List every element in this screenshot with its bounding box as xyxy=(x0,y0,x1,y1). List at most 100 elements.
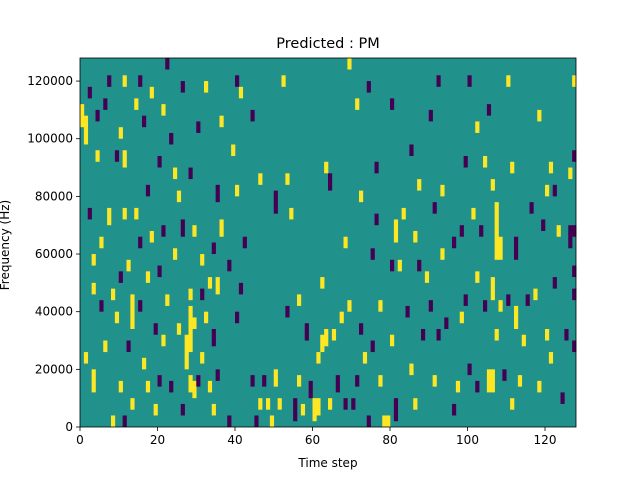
heatmap-cell xyxy=(486,369,492,393)
heatmap-cell xyxy=(157,156,162,168)
heatmap-cell xyxy=(436,328,441,341)
heatmap-cell xyxy=(145,380,151,393)
heatmap-cell xyxy=(297,375,302,387)
heatmap-cell xyxy=(440,248,445,260)
heatmap-cell xyxy=(479,225,484,237)
heatmap-cell xyxy=(200,288,205,301)
heatmap-cell xyxy=(409,144,414,157)
y-tick-label: 80000 xyxy=(35,189,73,203)
heatmap-cell xyxy=(502,369,507,381)
heatmap-cell xyxy=(153,323,158,335)
heatmap-cell xyxy=(250,375,255,387)
heatmap-cell xyxy=(180,403,185,416)
heatmap-cell xyxy=(514,236,519,260)
heatmap-cell xyxy=(192,225,197,237)
heatmap-cell xyxy=(204,81,209,93)
x-tick-label: 40 xyxy=(227,433,242,447)
heatmap-cell xyxy=(471,207,476,220)
heatmap-cell xyxy=(498,300,503,312)
heatmap-cell xyxy=(215,277,220,295)
heatmap-cell xyxy=(417,179,422,191)
heatmap-cell xyxy=(413,398,418,410)
heatmap-cell xyxy=(475,121,480,133)
heatmap-cell xyxy=(161,334,166,347)
heatmap-cell xyxy=(130,294,135,329)
heatmap-cell xyxy=(238,86,244,99)
heatmap-cell xyxy=(235,75,240,87)
x-tick-label: 60 xyxy=(305,433,320,447)
heatmap-cell xyxy=(118,380,123,393)
heatmap-cell xyxy=(238,282,244,295)
heatmap-cell xyxy=(161,225,166,237)
heatmap-cell xyxy=(157,375,162,387)
heatmap-cell xyxy=(362,352,368,364)
heatmap-cell xyxy=(335,375,340,393)
heatmap-cell xyxy=(83,115,89,145)
heatmap-cell xyxy=(390,259,395,272)
heatmap-cell xyxy=(169,380,174,393)
heatmap-cell xyxy=(537,109,542,122)
heatmap-cell xyxy=(568,167,573,180)
heatmap-cell xyxy=(153,403,158,416)
heatmap-cell xyxy=(324,328,329,347)
heatmap-cell xyxy=(401,207,406,220)
heatmap-cell xyxy=(421,328,426,341)
heatmap-cell xyxy=(126,259,131,272)
heatmap-cell xyxy=(180,81,185,93)
heatmap-cell xyxy=(390,98,395,110)
heatmap-cell xyxy=(111,288,116,301)
heatmap-cell xyxy=(293,398,298,422)
heatmap-cell xyxy=(320,277,325,289)
heatmap-cell xyxy=(343,236,348,249)
heatmap-cell xyxy=(211,242,216,255)
heatmap-cell xyxy=(366,415,371,427)
heatmap-cell xyxy=(126,340,131,353)
heatmap-cell xyxy=(184,334,189,370)
y-tick-label: 100000 xyxy=(27,132,73,146)
x-tick-label: 120 xyxy=(534,433,557,447)
heatmap-cell xyxy=(281,75,286,87)
heatmap-cell xyxy=(452,236,457,249)
heatmap-cell xyxy=(122,207,127,220)
heatmap-cell xyxy=(525,294,530,306)
heatmap-cell xyxy=(510,161,515,174)
heatmap-cell xyxy=(359,190,364,203)
heatmap-cell xyxy=(494,328,499,341)
heatmap-cell xyxy=(192,317,197,329)
heatmap-cell xyxy=(452,403,457,416)
heatmap-cell xyxy=(215,184,220,203)
heatmap-cell xyxy=(188,167,193,180)
heatmap-cell xyxy=(87,207,92,220)
heatmap-cell xyxy=(83,352,89,364)
heatmap-cell xyxy=(138,75,143,87)
heatmap-cell xyxy=(95,150,100,162)
heatmap-cell xyxy=(145,271,151,283)
heatmap-cells xyxy=(80,58,577,427)
heatmap-cell xyxy=(219,115,224,128)
heatmap-cell xyxy=(285,305,290,318)
heatmap-cell xyxy=(211,403,216,416)
heatmap-cell xyxy=(289,207,294,220)
heatmap-cell xyxy=(572,288,577,301)
heatmap-cell xyxy=(490,179,495,191)
heatmap-cell xyxy=(374,213,379,226)
heatmap-cell xyxy=(572,75,577,87)
heatmap-cell xyxy=(87,86,92,99)
heatmap-cell xyxy=(211,328,216,347)
heatmap-cell xyxy=(556,225,561,237)
heatmap-cell xyxy=(300,403,306,416)
heatmap-cell xyxy=(413,230,418,243)
heatmap-cell xyxy=(455,380,461,393)
heatmap-cell xyxy=(417,259,422,272)
heatmap-cell xyxy=(176,190,182,203)
heatmap-cell xyxy=(149,86,154,99)
heatmap-cell xyxy=(498,236,503,260)
heatmap-cell xyxy=(142,357,147,370)
heatmap-cell xyxy=(506,294,511,306)
x-tick-label: 80 xyxy=(382,433,397,447)
heatmap-cell xyxy=(176,323,182,335)
heatmap-cell xyxy=(440,184,445,197)
heatmap-cell xyxy=(494,202,499,260)
heatmap-cell xyxy=(91,254,96,266)
